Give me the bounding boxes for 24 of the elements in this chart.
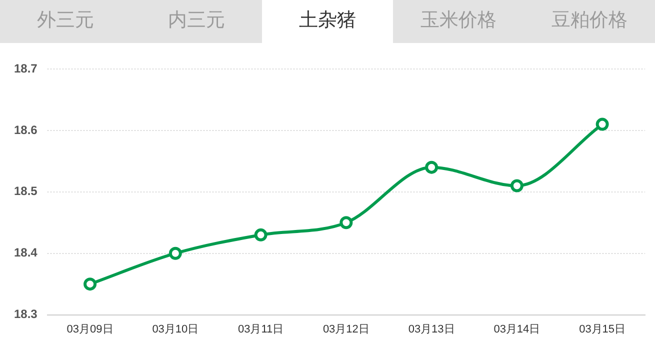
y-tick-label: 18.5 [14, 184, 38, 198]
point [340, 216, 353, 230]
x-tick-label: 03月14日 [494, 323, 540, 336]
x-tick-label: 03月12日 [322, 323, 370, 336]
x-tick-label: 03月10日 [152, 323, 199, 336]
point [596, 118, 609, 131]
y-tick-label: 18.7 [14, 61, 38, 76]
point [84, 278, 97, 291]
x-tick-label: 03月13日 [408, 323, 455, 336]
text: 玉米价格 [420, 8, 498, 33]
point [425, 160, 438, 174]
text: 豆粕价格 [550, 8, 628, 33]
x-tick-label: 03月15日 [579, 323, 626, 336]
point [254, 228, 268, 242]
chart-title: 土杂猪 [262, 0, 393, 43]
point [510, 179, 524, 192]
x-tick-label: 03月11日 [238, 323, 284, 336]
x-tick-label: 03月09日 [66, 323, 114, 336]
point [168, 246, 182, 260]
text: 内三元 [167, 8, 226, 33]
y-tick-label: 18.4 [14, 246, 38, 260]
text: 外三元 [36, 8, 95, 33]
y-tick-label: 18.6 [14, 122, 38, 137]
y-tick-label: 18.3 [14, 307, 38, 322]
